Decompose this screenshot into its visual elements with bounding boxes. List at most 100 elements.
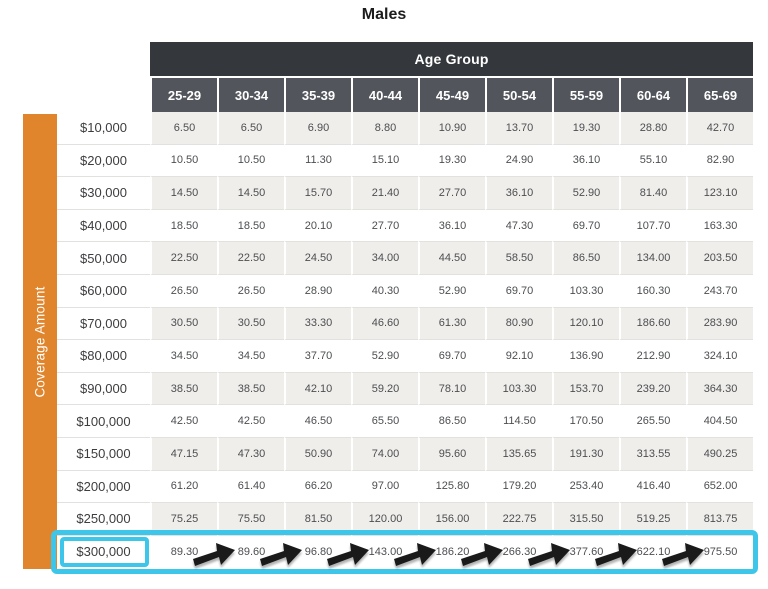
rate-cell: 61.40 (217, 470, 284, 504)
rate-cell: 490.25 (686, 437, 754, 471)
coverage-label-cell: $150,000 (57, 437, 150, 471)
rate-cell: 265.50 (619, 405, 686, 438)
coverage-label-cell: $10,000 (57, 112, 150, 145)
rate-cell: 26.50 (217, 274, 284, 308)
rate-cell: 243.70 (686, 274, 754, 308)
rate-cell: 163.30 (686, 209, 754, 243)
table-row: $80,000 34.50 34.50 37.70 52.90 69.70 92.10 136… (57, 340, 754, 373)
rate-cell: 519.25 (619, 503, 686, 536)
coverage-label-cell: $20,000 (57, 144, 150, 178)
rate-cell: 46.50 (284, 405, 351, 438)
rate-cell: 81.40 (619, 177, 686, 210)
rate-cell: 97.00 (351, 470, 418, 504)
table-row: $20,000 10.50 10.50 11.30 15.10 19.30 24.90 36.… (57, 144, 754, 178)
table-row: $300,000 89.30 89.60 96.80 143.00 186.20 266.3… (57, 535, 754, 569)
rate-cell: 75.50 (217, 503, 284, 536)
rate-cell: 27.70 (418, 177, 485, 210)
rate-cell: 46.60 (351, 307, 418, 341)
rate-cell: 28.90 (284, 274, 351, 308)
rate-cell: 103.30 (485, 372, 552, 406)
rate-cell: 69.70 (418, 340, 485, 373)
rate-cell: 34.50 (150, 340, 217, 373)
rate-cell: 253.40 (552, 470, 619, 504)
coverage-label-cell: $200,000 (57, 470, 150, 504)
rate-cell: 21.40 (351, 177, 418, 210)
rate-cell: 813.75 (686, 503, 754, 536)
rate-cell: 36.10 (552, 144, 619, 178)
rate-cell: 18.50 (217, 209, 284, 243)
coverage-label-cell: $300,000 (57, 535, 150, 569)
rate-cell: 14.50 (150, 177, 217, 210)
age-col-header: 45-49 (418, 76, 485, 112)
rate-cell: 44.50 (418, 242, 485, 275)
rate-cell: 19.30 (552, 112, 619, 145)
rate-cell: 143.00 (351, 535, 418, 569)
rate-cell: 364.30 (686, 372, 754, 406)
rate-cell: 34.50 (217, 340, 284, 373)
rate-cell: 47.30 (485, 209, 552, 243)
rate-cell: 160.30 (619, 274, 686, 308)
rate-cell: 47.15 (150, 437, 217, 471)
rate-cell: 134.00 (619, 242, 686, 275)
rate-cell: 42.50 (217, 405, 284, 438)
rate-cell: 34.00 (351, 242, 418, 275)
table-row: $100,000 42.50 42.50 46.50 65.50 86.50 114.50 1… (57, 405, 754, 438)
rate-cell: 95.60 (418, 437, 485, 471)
coverage-label-cell: $70,000 (57, 307, 150, 341)
rate-cell: 50.90 (284, 437, 351, 471)
rate-cell: 36.10 (485, 177, 552, 210)
rate-cell: 69.70 (552, 209, 619, 243)
age-groups-row: 25-29 30-34 35-39 40-44 45-49 50-54 55-59 60-64… (57, 76, 754, 112)
rate-cell: 38.50 (217, 372, 284, 406)
rate-cell: 24.50 (284, 242, 351, 275)
rate-cell: 313.55 (619, 437, 686, 471)
rate-cell: 135.65 (485, 437, 552, 471)
age-group-header: Age Group (150, 42, 754, 76)
rates-table: Age Group 25-29 30-34 35-39 40-44 45-49 50-54… (57, 42, 754, 569)
rate-cell: 86.50 (418, 405, 485, 438)
rate-cell: 61.20 (150, 470, 217, 504)
rate-cell: 26.50 (150, 274, 217, 308)
column-group-row: Age Group (57, 42, 754, 76)
rate-cell: 42.50 (150, 405, 217, 438)
corner-spacer (57, 42, 150, 76)
rate-cell: 89.60 (217, 535, 284, 569)
rate-cell: 975.50 (686, 535, 754, 569)
rate-cell: 191.30 (552, 437, 619, 471)
rate-cell: 186.20 (418, 535, 485, 569)
rate-cell: 239.20 (619, 372, 686, 406)
rate-cell: 74.00 (351, 437, 418, 471)
age-col-header: 65-69 (686, 76, 754, 112)
rate-cell: 52.90 (418, 274, 485, 308)
rate-cell: 75.25 (150, 503, 217, 536)
rate-cell: 170.50 (552, 405, 619, 438)
rate-cell: 66.20 (284, 470, 351, 504)
coverage-amount-axis-label: Coverage Amount (32, 285, 48, 398)
rate-cell: 36.10 (418, 209, 485, 243)
rate-cell: 18.50 (150, 209, 217, 243)
coverage-label-cell: $100,000 (57, 405, 150, 438)
rate-cell: 65.50 (351, 405, 418, 438)
coverage-label-cell: $30,000 (57, 177, 150, 210)
rate-cell: 10.90 (418, 112, 485, 145)
rate-cell: 28.80 (619, 112, 686, 145)
table-row: $50,000 22.50 22.50 24.50 34.00 44.50 58.50 86.… (57, 242, 754, 275)
rate-cell: 52.90 (552, 177, 619, 210)
rate-cell: 120.00 (351, 503, 418, 536)
corner-spacer (57, 76, 150, 112)
rate-cell: 59.20 (351, 372, 418, 406)
rate-cell: 136.90 (552, 340, 619, 373)
rate-cell: 283.90 (686, 307, 754, 341)
rate-cell: 27.70 (351, 209, 418, 243)
age-col-header: 55-59 (552, 76, 619, 112)
rate-cell: 15.10 (351, 144, 418, 178)
rate-cell: 6.50 (150, 112, 217, 145)
age-col-header: 40-44 (351, 76, 418, 112)
rate-cell: 52.90 (351, 340, 418, 373)
rate-cell: 20.10 (284, 209, 351, 243)
rate-cell: 266.30 (485, 535, 552, 569)
rate-cell: 80.90 (485, 307, 552, 341)
rate-cell: 86.50 (552, 242, 619, 275)
rate-cell: 82.90 (686, 144, 754, 178)
rate-cell: 179.20 (485, 470, 552, 504)
